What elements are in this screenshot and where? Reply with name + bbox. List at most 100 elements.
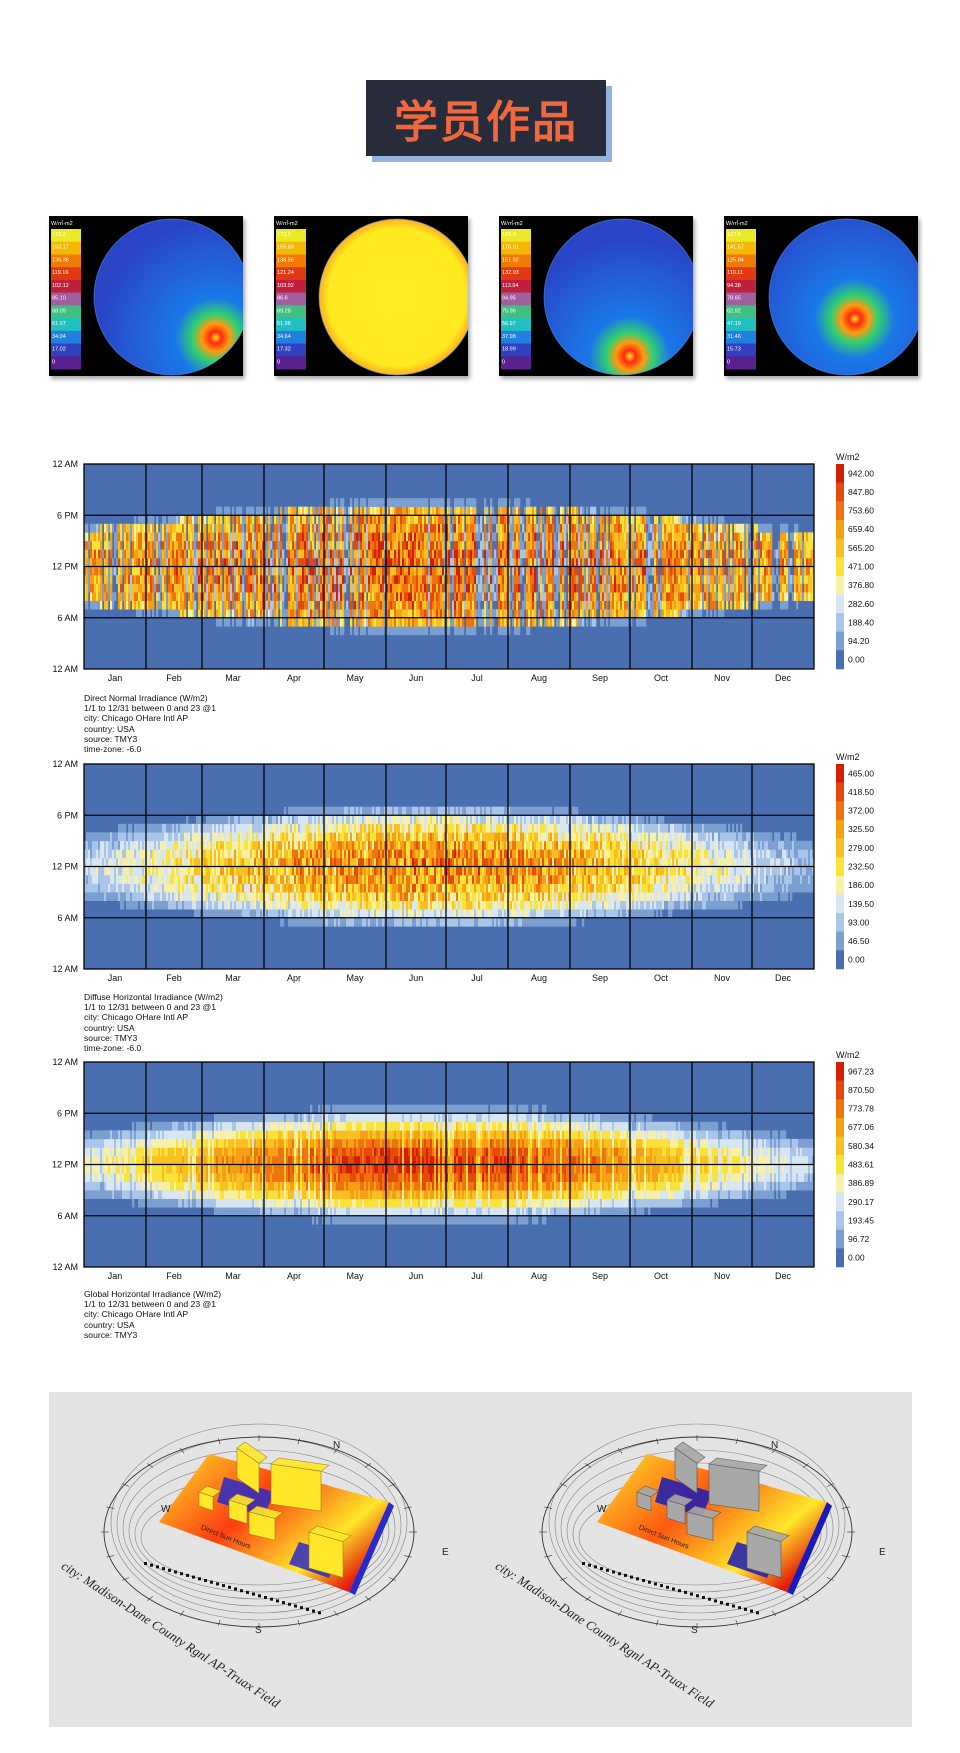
heatmap-cell	[672, 523, 675, 533]
heatmap-cell	[126, 523, 129, 533]
thumb-legend-swatch	[51, 292, 81, 306]
heatmap-cell	[700, 575, 703, 584]
heatmap-cell	[618, 540, 621, 550]
heatmap-cell	[404, 549, 407, 559]
heatmap-cell	[396, 498, 399, 508]
heatmap-cell	[112, 866, 115, 876]
heatmap-cell	[508, 506, 511, 516]
heatmap-cell	[166, 592, 169, 601]
heatmap-cell	[320, 523, 323, 533]
heatmap-cell	[414, 617, 417, 627]
heatmap-cell	[728, 557, 731, 567]
heatmap-cell	[156, 840, 159, 850]
heatmap-cell	[560, 566, 563, 576]
heatmap-cell	[124, 857, 127, 867]
heatmap-cell	[146, 566, 149, 576]
heatmap-cell	[656, 592, 659, 601]
heatmap-cell	[646, 566, 649, 576]
heatmap-cell	[262, 600, 265, 610]
heatmap-cell	[380, 575, 383, 584]
heatmap-cell	[200, 549, 203, 559]
heatmap-cell	[170, 523, 173, 533]
heatmap-cell	[102, 840, 105, 850]
heatmap-cell	[378, 532, 381, 542]
heatmap-cell	[752, 600, 755, 610]
heatmap-cell	[718, 549, 721, 559]
heatmap-cell	[686, 523, 689, 533]
heatmap-cell	[142, 575, 145, 584]
heatmap-cell	[422, 583, 425, 593]
heatmap-cell	[84, 523, 87, 533]
heatmap-cell	[190, 857, 193, 867]
heatmap-cell	[802, 540, 805, 550]
heatmap-cell	[386, 523, 389, 533]
heatmap-cell	[616, 600, 619, 610]
heatmap-cell	[546, 515, 549, 525]
heatmap-cell	[726, 592, 729, 601]
heatmap-cell	[410, 540, 413, 550]
heatmap-cell	[330, 498, 333, 508]
heatmap-cell	[170, 832, 173, 842]
heatmap-cell	[686, 575, 689, 584]
heatmap-cell	[434, 592, 437, 601]
heatmap-cell	[150, 600, 153, 610]
heatmap-cell	[416, 575, 419, 584]
heatmap-cell	[456, 515, 459, 525]
heatmap-cell	[710, 566, 713, 576]
heatmap-cell	[176, 540, 179, 550]
heatmap-cell	[136, 857, 139, 867]
heatmap-cell	[676, 532, 679, 542]
heatmap-cell	[656, 609, 659, 619]
heatmap-cell	[152, 592, 155, 601]
heatmap-cell	[412, 600, 415, 610]
heatmap-cell	[312, 532, 315, 542]
heatmap-cell	[214, 909, 217, 919]
heatmap-cell	[586, 515, 589, 525]
heatmap-cell	[322, 540, 325, 550]
heatmap-cell	[324, 506, 327, 516]
heatmap-cell	[640, 609, 643, 619]
heatmap-cell	[412, 575, 415, 584]
heatmap-cell	[376, 626, 379, 636]
heatmap-cell	[268, 575, 271, 584]
heatmap-cell	[378, 557, 381, 567]
heatmap-cell	[556, 515, 559, 525]
heatmap-cell	[508, 626, 511, 636]
heatmap-cell	[200, 575, 203, 584]
heatmap-cell	[286, 609, 289, 619]
heatmap-cell	[410, 566, 413, 576]
heatmap-cell	[268, 540, 271, 550]
heatmap-cell	[340, 609, 343, 619]
heatmap-cell	[202, 849, 205, 859]
heatmap-cell	[98, 532, 101, 542]
heatmap-cell	[644, 583, 647, 593]
heatmap-cell	[144, 549, 147, 559]
heatmap-cell	[126, 566, 129, 576]
heatmap-cell	[710, 515, 713, 525]
heatmap-cell	[802, 575, 805, 584]
heatmap-cell	[352, 566, 355, 576]
heatmap-cell	[274, 575, 277, 584]
heatmap-cell	[156, 849, 159, 859]
heatmap-cell	[228, 592, 231, 601]
heatmap-cell	[692, 532, 695, 542]
heatmap-cell	[528, 592, 531, 601]
heatmap-cell	[616, 549, 619, 559]
heatmap-cell	[100, 892, 103, 901]
heatmap-cell	[210, 849, 213, 859]
heatmap-cell	[306, 592, 309, 601]
heatmap-cell	[412, 540, 415, 550]
heatmap-cell	[262, 566, 265, 576]
heatmap-cell	[678, 609, 681, 619]
heatmap-cell	[272, 583, 275, 593]
heatmap-cell	[516, 600, 519, 610]
heatmap-cell	[202, 600, 205, 610]
heatmap-cell	[466, 609, 469, 619]
heatmap-cell	[626, 609, 629, 619]
heatmap-cell	[642, 592, 645, 601]
heatmap-cell	[454, 506, 457, 516]
heatmap-cell	[404, 617, 407, 627]
heatmap-cell	[172, 866, 175, 876]
heatmap-cell	[106, 866, 109, 876]
heatmap-cell	[470, 583, 473, 593]
